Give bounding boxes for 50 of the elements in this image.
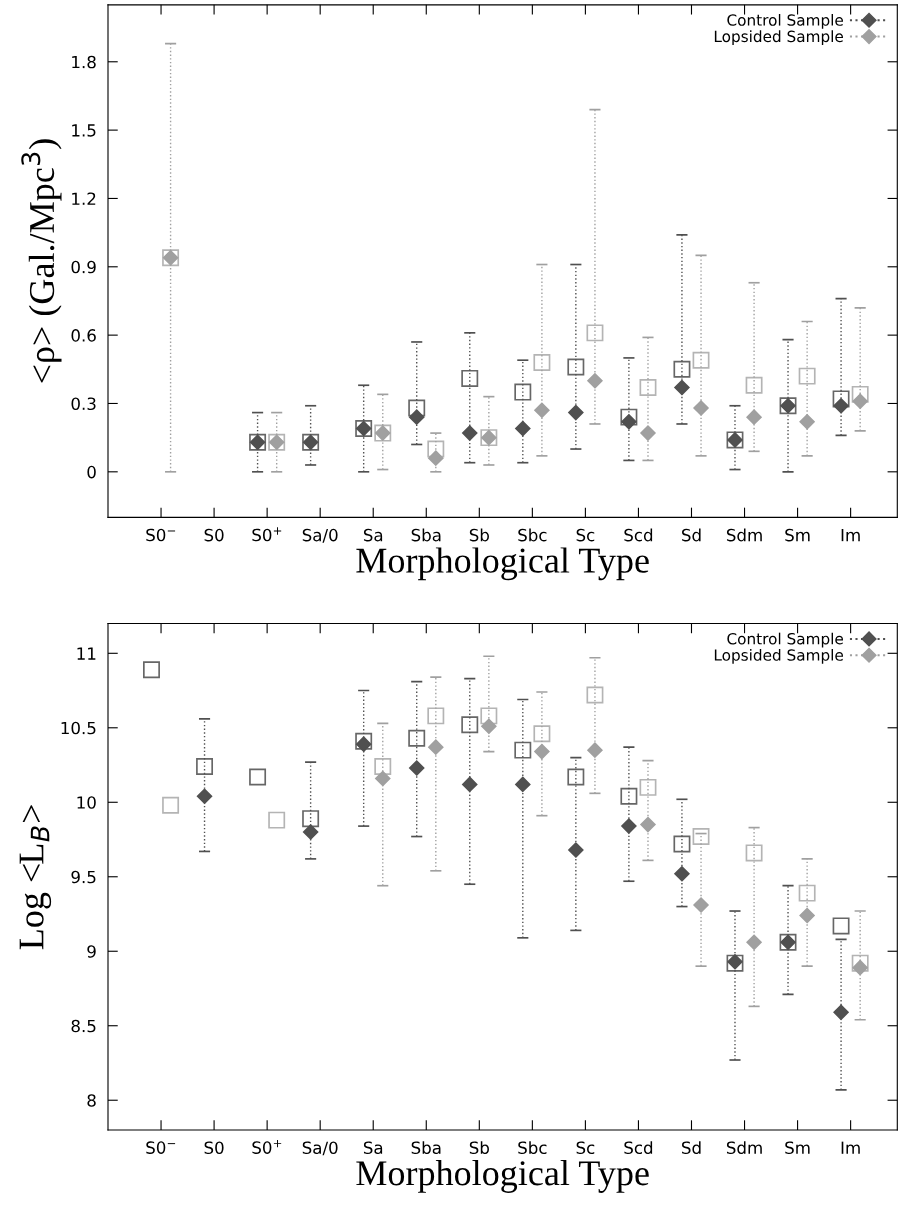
- x-tick-label: S0: [204, 1141, 224, 1155]
- x-tick-label: Sa: [363, 1141, 383, 1155]
- y-tick-label: 8: [87, 1094, 96, 1107]
- x-tick-label: Sm: [785, 528, 810, 542]
- x-tick-label: Sa/0: [302, 1141, 338, 1156]
- x-axis-title: Morphological Type: [356, 547, 649, 581]
- y-tick-label: 10: [77, 796, 96, 809]
- x-tick-label: S0: [204, 528, 224, 542]
- y-tick-label: 11: [77, 647, 96, 660]
- y-tick-label: 0: [87, 465, 96, 479]
- x-tick-label: Sa/0: [302, 528, 338, 543]
- y-axis-title: <ρ> (Gal./Mpc$^{3}$): [21, 139, 62, 383]
- x-tick-label: Sb: [469, 528, 489, 542]
- x-tick-label: S0$^{−}$: [146, 1141, 176, 1154]
- x-tick-label: Sm: [785, 1141, 810, 1155]
- x-tick-label: S0$^{+}$: [252, 1139, 282, 1154]
- y-tick-label: 0.6: [71, 329, 96, 342]
- y-tick-label: 10.5: [61, 721, 96, 735]
- x-tick-label: Sb: [469, 1141, 489, 1155]
- y-tick-label: 1.5: [72, 124, 96, 137]
- x-tick-label: Sbc: [518, 528, 547, 542]
- y-tick-label: 8.5: [71, 1019, 96, 1033]
- y-tick-label: 0.3: [71, 397, 96, 411]
- x-tick-label: Sd: [682, 528, 701, 542]
- x-tick-label: Sa: [363, 528, 383, 542]
- legend-label: Control Sample: [727, 13, 844, 29]
- x-tick-label: Sdm: [726, 1141, 762, 1155]
- x-tick-label: S0$^{−}$: [146, 528, 176, 542]
- y-tick-label: 1.2: [72, 192, 96, 205]
- y-tick-label: 1.8: [72, 55, 96, 69]
- x-tick-label: Scd: [624, 528, 653, 542]
- y-tick-label: 9: [87, 945, 96, 958]
- y-tick-label: 9.5: [71, 870, 96, 884]
- x-tick-label: Sc: [576, 528, 595, 542]
- x-tick-label: S0$^{+}$: [252, 527, 282, 542]
- legend-label: Lopsided Sample: [714, 30, 844, 46]
- x-tick-label: Im: [841, 529, 860, 542]
- y-tick-label: 0.9: [71, 260, 96, 274]
- x-tick-label: Im: [841, 1141, 860, 1154]
- legend-label: Lopsided Sample: [714, 648, 844, 664]
- x-tick-label: Sdm: [726, 528, 762, 542]
- x-tick-label: Sbc: [518, 1141, 547, 1155]
- x-tick-label: Sc: [576, 1141, 595, 1155]
- x-tick-label: Scd: [624, 1141, 653, 1155]
- x-tick-label: Sd: [682, 1141, 701, 1155]
- y-axis-title: Log <L$_{B}$>: [19, 805, 52, 950]
- x-axis-title: Morphological Type: [356, 1160, 649, 1193]
- x-tick-label: Sba: [411, 1141, 441, 1155]
- legend-label: Control Sample: [727, 632, 844, 648]
- x-tick-label: Sba: [411, 528, 441, 542]
